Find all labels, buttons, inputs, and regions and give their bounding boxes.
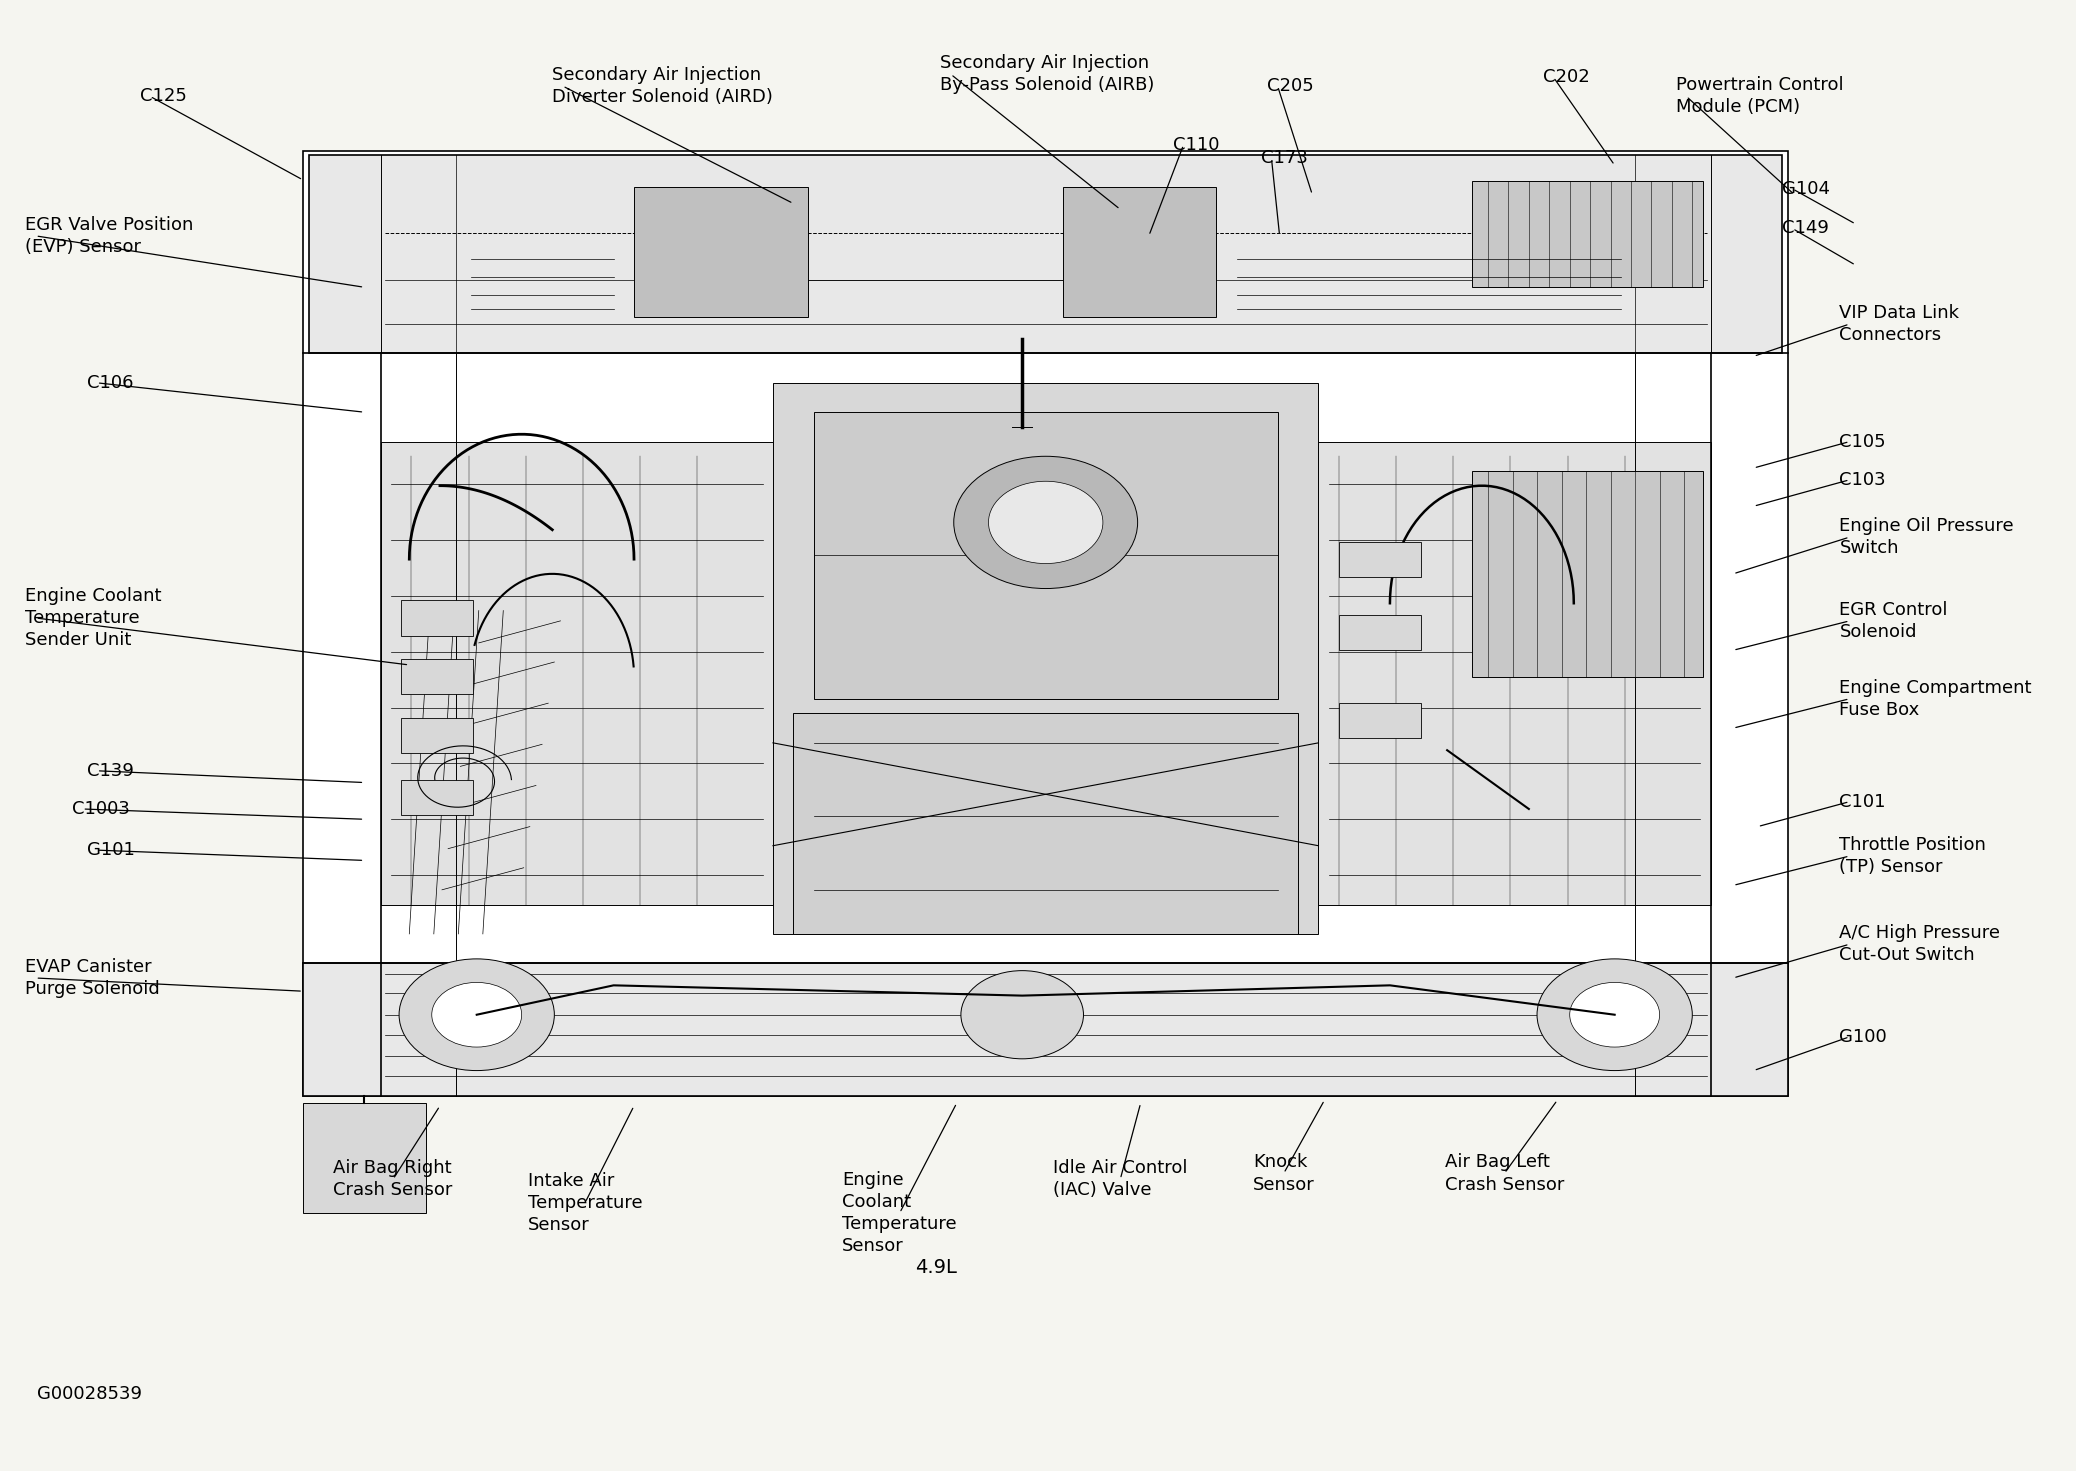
Text: Idle Air Control
(IAC) Valve: Idle Air Control (IAC) Valve	[1053, 1159, 1187, 1199]
Bar	[814, 412, 1277, 699]
Text: Air Bag Left
Crash Sensor: Air Bag Left Crash Sensor	[1445, 1153, 1563, 1193]
Text: C1003: C1003	[73, 800, 131, 818]
Bar	[633, 187, 808, 316]
Bar	[1472, 181, 1702, 287]
Text: G104: G104	[1781, 179, 1831, 197]
Circle shape	[432, 983, 521, 1047]
Bar	[303, 1103, 426, 1214]
Bar	[401, 718, 473, 753]
Bar	[1339, 541, 1420, 577]
Bar	[401, 600, 473, 635]
Bar	[772, 382, 1318, 934]
Circle shape	[399, 959, 554, 1071]
Bar	[1318, 441, 1711, 905]
Text: G101: G101	[87, 841, 135, 859]
Circle shape	[1536, 959, 1692, 1071]
Text: VIP Data Link
Connectors: VIP Data Link Connectors	[1839, 304, 1960, 344]
Text: Throttle Position
(TP) Sensor: Throttle Position (TP) Sensor	[1839, 836, 1987, 877]
Text: EVAP Canister
Purge Solenoid: EVAP Canister Purge Solenoid	[25, 958, 160, 999]
Circle shape	[953, 456, 1138, 588]
Bar	[1339, 615, 1420, 650]
Text: Secondary Air Injection
Diverter Solenoid (AIRD): Secondary Air Injection Diverter Solenoi…	[552, 66, 772, 106]
Text: A/C High Pressure
Cut-Out Switch: A/C High Pressure Cut-Out Switch	[1839, 924, 2001, 965]
Text: C202: C202	[1542, 68, 1590, 87]
Text: EGR Control
Solenoid: EGR Control Solenoid	[1839, 600, 1947, 641]
Text: C205: C205	[1266, 76, 1314, 96]
Text: C139: C139	[87, 762, 133, 780]
Text: Engine Oil Pressure
Switch: Engine Oil Pressure Switch	[1839, 516, 2014, 558]
Text: Intake Air
Temperature
Sensor: Intake Air Temperature Sensor	[527, 1171, 641, 1234]
Text: C173: C173	[1262, 149, 1308, 166]
Text: C110: C110	[1173, 135, 1221, 153]
Text: Powertrain Control
Module (PCM): Powertrain Control Module (PCM)	[1675, 76, 1843, 116]
Bar	[401, 780, 473, 815]
Bar	[1063, 187, 1217, 316]
Text: 4.9L: 4.9L	[916, 1258, 957, 1277]
Text: C105: C105	[1839, 432, 1885, 450]
Circle shape	[1569, 983, 1659, 1047]
Text: Secondary Air Injection
By-Pass Solenoid (AIRB): Secondary Air Injection By-Pass Solenoid…	[940, 54, 1154, 94]
Text: Air Bag Right
Crash Sensor: Air Bag Right Crash Sensor	[334, 1159, 453, 1199]
Bar	[401, 659, 473, 694]
Text: C103: C103	[1839, 471, 1885, 488]
Text: EGR Valve Position
(EVP) Sensor: EGR Valve Position (EVP) Sensor	[25, 216, 193, 256]
Bar	[380, 441, 772, 905]
Bar	[303, 964, 1787, 1096]
Text: C149: C149	[1781, 219, 1829, 237]
Text: Knock
Sensor: Knock Sensor	[1252, 1153, 1314, 1193]
Bar	[1339, 703, 1420, 738]
Text: C101: C101	[1839, 793, 1885, 811]
Bar	[1472, 471, 1702, 677]
Text: G00028539: G00028539	[37, 1384, 143, 1403]
Bar	[793, 713, 1298, 934]
Text: Engine Compartment
Fuse Box: Engine Compartment Fuse Box	[1839, 678, 2032, 719]
Text: Engine Coolant
Temperature
Sender Unit: Engine Coolant Temperature Sender Unit	[25, 587, 162, 649]
Text: G100: G100	[1839, 1028, 1887, 1046]
Circle shape	[988, 481, 1102, 563]
Text: Engine
Coolant
Temperature
Sensor: Engine Coolant Temperature Sensor	[843, 1171, 957, 1255]
Text: C125: C125	[139, 87, 187, 106]
Bar	[309, 154, 1781, 353]
Bar	[303, 150, 1787, 1096]
Text: C106: C106	[87, 374, 133, 391]
Circle shape	[961, 971, 1084, 1059]
